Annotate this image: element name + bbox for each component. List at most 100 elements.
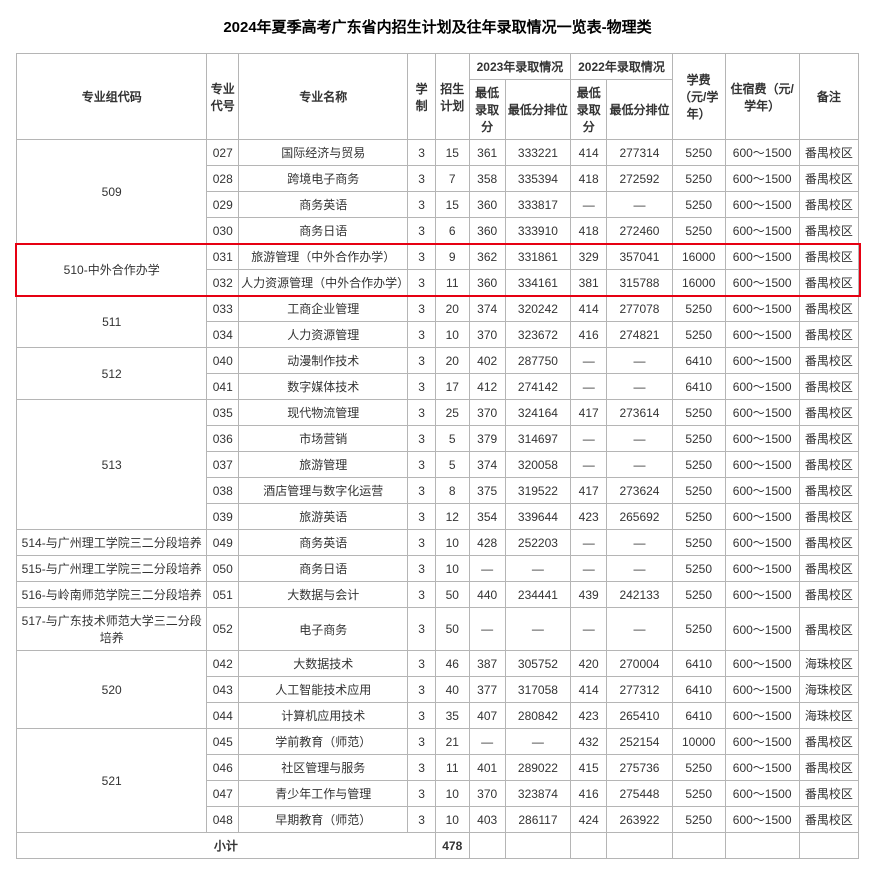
cell-tuition: 5250	[672, 296, 725, 322]
cell-system: 3	[408, 348, 436, 374]
cell-score-2022: 416	[571, 781, 607, 807]
cell-major-code: 032	[207, 270, 239, 296]
cell-plan: 5	[435, 452, 469, 478]
cell-score-2023: 402	[469, 348, 505, 374]
cell-dorm: 600～1500	[725, 677, 799, 703]
cell-major-code: 045	[207, 729, 239, 755]
header-major-code: 专业代号	[207, 54, 239, 140]
cell-system: 3	[408, 651, 436, 677]
subtotal-plan: 478	[435, 833, 469, 859]
cell-major-name: 旅游管理（中外合作办学）	[239, 244, 408, 270]
cell-dorm: 600～1500	[725, 140, 799, 166]
cell-group-code: 520	[17, 651, 207, 729]
cell-dorm: 600～1500	[725, 781, 799, 807]
cell-system: 3	[408, 166, 436, 192]
cell-score-2022: 418	[571, 218, 607, 244]
cell-rank-2022: —	[607, 348, 673, 374]
cell-score-2022: 432	[571, 729, 607, 755]
cell-score-2022: —	[571, 556, 607, 582]
header-dorm: 住宿费（元/学年）	[725, 54, 799, 140]
cell-tuition: 5250	[672, 530, 725, 556]
cell-score-2022: 420	[571, 651, 607, 677]
cell-plan: 11	[435, 270, 469, 296]
cell-tuition: 6410	[672, 651, 725, 677]
cell-major-code: 052	[207, 608, 239, 651]
cell-system: 3	[408, 140, 436, 166]
cell-tuition: 5250	[672, 322, 725, 348]
cell-major-code: 051	[207, 582, 239, 608]
table-row: 514-与广州理工学院三二分段培养049商务英语310428252203——52…	[17, 530, 859, 556]
cell-major-name: 工商企业管理	[239, 296, 408, 322]
cell-rank-2023: 323672	[505, 322, 571, 348]
cell-major-name: 酒店管理与数字化运营	[239, 478, 408, 504]
cell-dorm: 600～1500	[725, 348, 799, 374]
header-plan: 招生计划	[435, 54, 469, 140]
cell-major-code: 041	[207, 374, 239, 400]
cell-dorm: 600～1500	[725, 807, 799, 833]
page-title: 2024年夏季高考广东省内招生计划及往年录取情况一览表-物理类	[16, 16, 859, 37]
cell-dorm: 600～1500	[725, 530, 799, 556]
subtotal-empty	[725, 833, 799, 859]
cell-note: 番禺校区	[799, 755, 858, 781]
cell-note: 海珠校区	[799, 703, 858, 729]
cell-major-code: 036	[207, 426, 239, 452]
cell-major-name: 商务日语	[239, 218, 408, 244]
cell-plan: 10	[435, 322, 469, 348]
cell-rank-2022: —	[607, 192, 673, 218]
cell-score-2022: 414	[571, 677, 607, 703]
cell-score-2022: 417	[571, 478, 607, 504]
cell-note: 番禺校区	[799, 374, 858, 400]
cell-rank-2023: 280842	[505, 703, 571, 729]
cell-score-2023: 360	[469, 270, 505, 296]
cell-dorm: 600～1500	[725, 270, 799, 296]
cell-dorm: 600～1500	[725, 478, 799, 504]
table-body: 509027国际经济与贸易315361333221414277314525060…	[17, 140, 859, 859]
table-row: 509027国际经济与贸易315361333221414277314525060…	[17, 140, 859, 166]
cell-tuition: 5250	[672, 608, 725, 651]
cell-rank-2023: —	[505, 729, 571, 755]
subtotal-row: 小计478	[17, 833, 859, 859]
table-row: 521045学前教育（师范）321——43225215410000600～150…	[17, 729, 859, 755]
cell-note: 番禺校区	[799, 478, 858, 504]
cell-dorm: 600～1500	[725, 192, 799, 218]
cell-major-name: 跨境电子商务	[239, 166, 408, 192]
cell-major-name: 人力资源管理	[239, 322, 408, 348]
cell-system: 3	[408, 729, 436, 755]
cell-score-2022: —	[571, 608, 607, 651]
cell-tuition: 5250	[672, 556, 725, 582]
cell-note: 番禺校区	[799, 608, 858, 651]
cell-score-2022: —	[571, 530, 607, 556]
table-row: 520042大数据技术3463873057524202700046410600～…	[17, 651, 859, 677]
cell-dorm: 600～1500	[725, 729, 799, 755]
cell-major-name: 商务英语	[239, 192, 408, 218]
cell-rank-2022: 277078	[607, 296, 673, 322]
cell-tuition: 5250	[672, 426, 725, 452]
cell-tuition: 5250	[672, 218, 725, 244]
cell-rank-2023: 333817	[505, 192, 571, 218]
cell-score-2022: 424	[571, 807, 607, 833]
cell-system: 3	[408, 192, 436, 218]
cell-major-name: 学前教育（师范）	[239, 729, 408, 755]
cell-major-code: 040	[207, 348, 239, 374]
cell-note: 海珠校区	[799, 651, 858, 677]
header-system: 学制	[408, 54, 436, 140]
cell-dorm: 600～1500	[725, 582, 799, 608]
cell-tuition: 6410	[672, 348, 725, 374]
cell-system: 3	[408, 608, 436, 651]
cell-rank-2023: 305752	[505, 651, 571, 677]
cell-score-2022: 423	[571, 504, 607, 530]
cell-major-code: 047	[207, 781, 239, 807]
cell-rank-2022: 275736	[607, 755, 673, 781]
cell-score-2022: 414	[571, 296, 607, 322]
cell-rank-2022: —	[607, 452, 673, 478]
table-row: 512040动漫制作技术320402287750——6410600～1500番禺…	[17, 348, 859, 374]
cell-note: 番禺校区	[799, 322, 858, 348]
cell-score-2023: 370	[469, 322, 505, 348]
cell-note: 番禺校区	[799, 582, 858, 608]
cell-system: 3	[408, 218, 436, 244]
cell-score-2023: 370	[469, 781, 505, 807]
cell-note: 番禺校区	[799, 244, 858, 270]
cell-score-2022: —	[571, 348, 607, 374]
cell-major-code: 046	[207, 755, 239, 781]
cell-tuition: 5250	[672, 755, 725, 781]
